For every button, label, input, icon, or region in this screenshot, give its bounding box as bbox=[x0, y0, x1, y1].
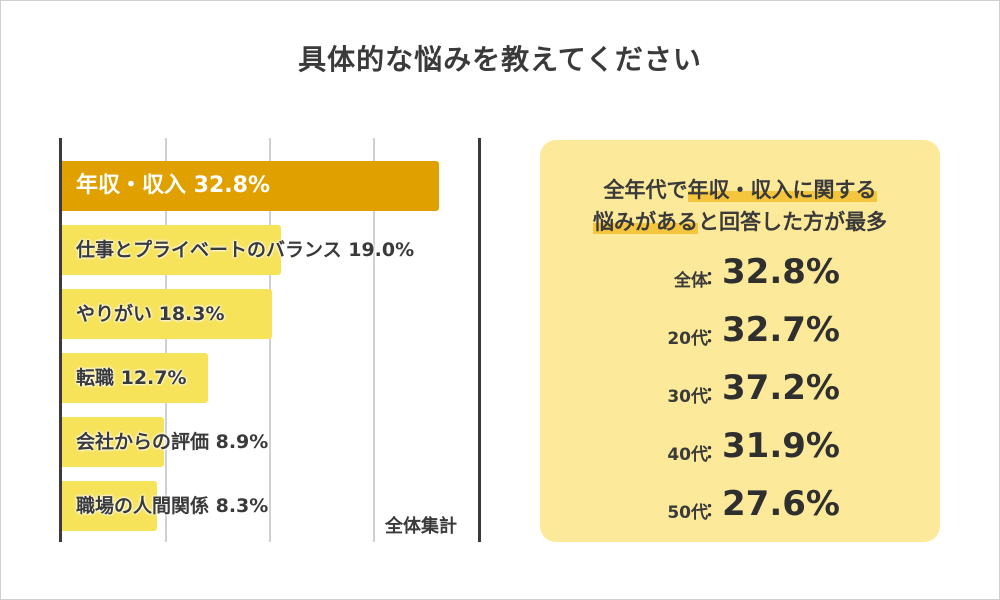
stat-value: 32.8% bbox=[722, 252, 840, 292]
headline-highlight: 悩みがある bbox=[593, 210, 698, 234]
chart-annotation: 全体集計 bbox=[383, 512, 459, 538]
stat-colon: ： bbox=[705, 442, 723, 463]
stat-label: 20代 bbox=[667, 329, 708, 349]
bar-label-6: 職場の人間関係 8.3% bbox=[76, 495, 269, 517]
summary-panel: 全年代で年収・収入に関する 悩みがあると回答した方が最多 全体 ： 32.8% … bbox=[540, 140, 940, 542]
stat-colon: ： bbox=[705, 384, 723, 405]
stat-colon: ： bbox=[705, 268, 723, 289]
stat-colon: ： bbox=[705, 326, 723, 347]
stat-value: 37.2% bbox=[722, 368, 840, 408]
stat-label: 30代 bbox=[667, 387, 708, 407]
stat-colon: ： bbox=[705, 500, 723, 521]
bar-chart: 年収・収入 32.8% 仕事とプライベートのバランス 19.0% やりがい 18.3… bbox=[59, 138, 481, 542]
headline-text: 全年代で bbox=[603, 178, 688, 202]
bar-label-1: 年収・収入 32.8% bbox=[76, 173, 270, 198]
bar-label-2: 仕事とプライベートのバランス 19.0% bbox=[76, 239, 415, 261]
bar-label-5: 会社からの評価 8.9% bbox=[76, 431, 269, 453]
headline-highlight: 年収・収入に関する bbox=[687, 178, 877, 202]
panel-headline: 全年代で年収・収入に関する 悩みがあると回答した方が最多 bbox=[540, 174, 940, 238]
headline-text: と回答した方が最多 bbox=[698, 210, 887, 234]
bar-3 bbox=[62, 289, 272, 339]
headline-line-2: 悩みがあると回答した方が最多 bbox=[540, 206, 940, 238]
bar-6 bbox=[62, 481, 157, 531]
stat-value: 31.9% bbox=[722, 426, 840, 466]
bar-label-3: やりがい 18.3% bbox=[76, 303, 225, 325]
grid-line bbox=[165, 138, 167, 542]
page-title: 具体的な悩みを教えてください bbox=[298, 43, 702, 76]
grid-line bbox=[373, 138, 375, 542]
bar-2 bbox=[62, 225, 281, 275]
stat-label: 50代 bbox=[667, 503, 708, 523]
right-border-line bbox=[478, 138, 481, 542]
stat-label: 全体 bbox=[674, 271, 708, 291]
stat-label: 40代 bbox=[667, 445, 708, 465]
stat-row-20s: 20代 ： 32.7% bbox=[540, 310, 940, 360]
stat-value: 32.7% bbox=[722, 310, 840, 350]
stat-value: 27.6% bbox=[722, 484, 840, 524]
stat-row-all: 全体 ： 32.8% bbox=[540, 252, 940, 302]
stat-row-30s: 30代 ： 37.2% bbox=[540, 368, 940, 418]
y-axis-line bbox=[59, 138, 62, 542]
bar-5 bbox=[62, 417, 164, 467]
bar-label-4: 転職 12.7% bbox=[76, 367, 187, 389]
stat-row-50s: 50代 ： 27.6% bbox=[540, 484, 940, 534]
bar-4 bbox=[62, 353, 208, 403]
bar-1 bbox=[62, 161, 439, 211]
headline-line-1: 全年代で年収・収入に関する bbox=[540, 174, 940, 206]
stat-row-40s: 40代 ： 31.9% bbox=[540, 426, 940, 476]
grid-line bbox=[269, 138, 271, 542]
